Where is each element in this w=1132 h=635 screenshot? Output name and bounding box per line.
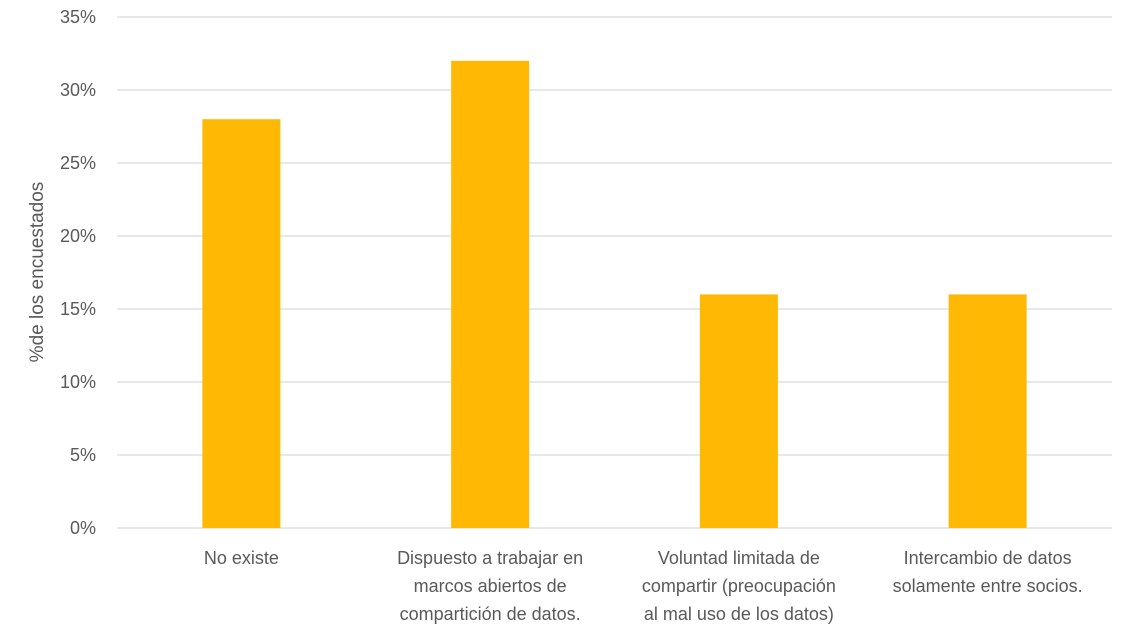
- y-tick-label: 15%: [60, 299, 96, 319]
- y-axis-tick-labels: 0% 5% 10% 15% 20% 25% 30% 35%: [60, 7, 96, 538]
- y-tick-label: 10%: [60, 372, 96, 392]
- y-tick-label: 5%: [70, 445, 96, 465]
- y-tick-label: 35%: [60, 7, 96, 27]
- x-category-label: Dispuesto a trabajar en marcos abiertos d…: [397, 548, 583, 624]
- y-tick-label: 30%: [60, 80, 96, 100]
- x-category-label: Voluntad limitada de compartir (preocupac…: [642, 548, 836, 624]
- x-category-label: Intercambio de datos solamente entre soci…: [893, 548, 1083, 596]
- y-tick-label: 25%: [60, 153, 96, 173]
- bar-1: [202, 119, 281, 528]
- x-category-label-line: marcos abiertos de: [414, 576, 567, 596]
- y-tick-label: 20%: [60, 226, 96, 246]
- x-category-label: No existe: [204, 548, 279, 568]
- x-category-label-line: compartir (preocupación: [642, 576, 836, 596]
- y-axis-title: %de los encuestados: [27, 182, 48, 363]
- x-category-label-line: solamente entre socios.: [893, 576, 1083, 596]
- gridlines: [117, 16, 1112, 529]
- bars: [202, 60, 1027, 529]
- x-axis-category-labels: No existe Dispuesto a trabajar en marcos a…: [204, 548, 1083, 624]
- bar-4: [948, 294, 1027, 528]
- y-tick-label: 0%: [70, 518, 96, 538]
- bar-2: [451, 60, 530, 529]
- x-category-label-line: al mal uso de los datos): [644, 604, 834, 624]
- x-category-label-line: Voluntad limitada de: [658, 548, 820, 568]
- x-category-label-line: Dispuesto a trabajar en: [397, 548, 583, 568]
- x-category-label-line: Intercambio de datos: [904, 548, 1072, 568]
- bar-3: [699, 294, 778, 528]
- x-category-label-line: compartición de datos.: [400, 604, 581, 624]
- x-category-label-line: No existe: [204, 548, 279, 568]
